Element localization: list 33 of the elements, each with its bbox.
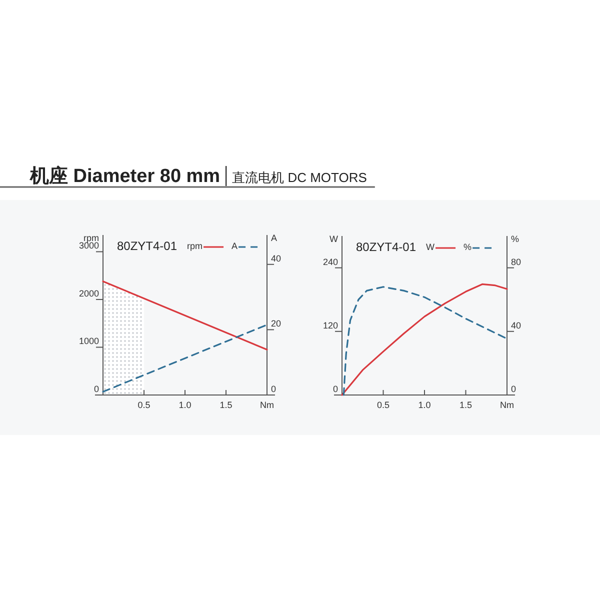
x-axis-title: Nm [500,400,514,410]
y-tick-label: 0 [94,384,99,394]
y-tick-label: 2000 [78,288,99,298]
x-tick-label: 0.5 [138,400,150,410]
chart-title: 80ZYT4-01 [117,239,178,253]
y-tick-label: 1000 [78,336,99,346]
x-tick-label: 0.5 [376,400,390,410]
text: 直流电机 DC MOTORS [232,170,368,185]
y-tick-label: 3000 [78,240,99,251]
y2-tick-label: 0 [271,384,276,394]
y2-tick-label: 40 [271,253,282,264]
y-tick-label: 240 [322,256,338,267]
x-axis-title: Nm [260,400,274,410]
y2-tick-label: 40 [511,320,522,330]
x-tick-label: 1.0 [178,400,192,410]
legend-label: A [232,241,238,251]
y-tick-label: 0 [332,384,338,394]
text: 机座 Diameter 80 mm [29,165,220,187]
y2-axis-title: A [271,233,278,243]
legend-label: rpm [187,241,203,251]
legend-label: % [464,242,472,252]
y2-tick-label: 20 [271,318,282,329]
x-tick-label: 1.5 [459,400,472,410]
y2-tick-label: 80 [511,256,522,267]
y2-axis-title: % [511,234,520,244]
y-tick-label: 120 [322,320,338,330]
legend-label: W [426,242,436,252]
y-axis-title: rpm [84,233,99,243]
y2-tick-label: 0 [511,384,516,394]
y-axis-title: W [330,234,338,244]
x-tick-label: 1.5 [220,400,232,410]
x-tick-label: 1.0 [418,400,431,410]
chart-title: 80ZYT4-01 [356,240,416,254]
